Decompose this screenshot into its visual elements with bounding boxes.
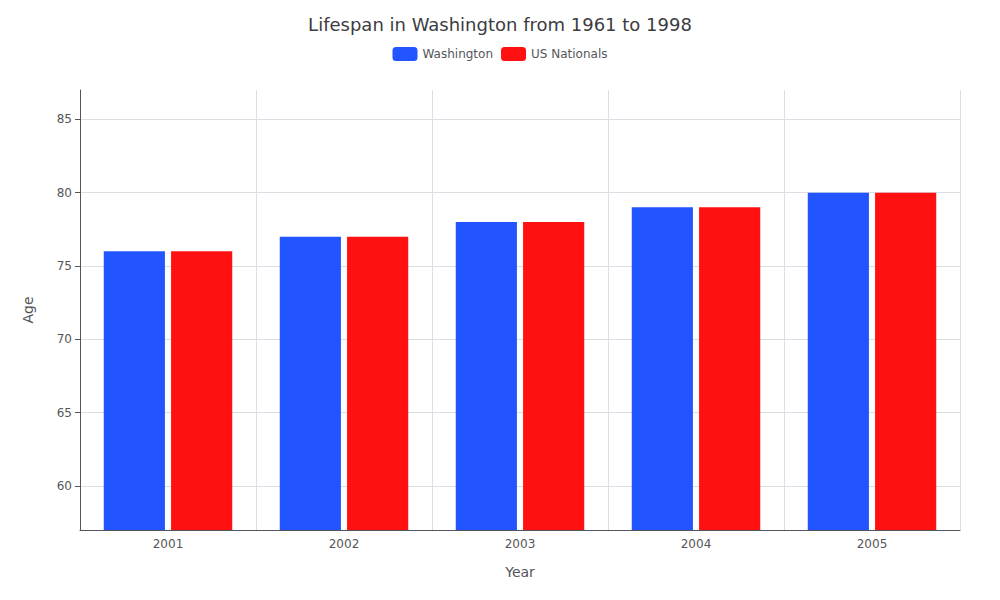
svg-text:80: 80 <box>57 186 72 200</box>
svg-text:60: 60 <box>57 479 72 493</box>
svg-text:Age: Age <box>20 296 36 323</box>
svg-text:Washington: Washington <box>423 47 494 61</box>
svg-text:85: 85 <box>57 112 72 126</box>
svg-text:2005: 2005 <box>857 537 888 551</box>
svg-text:Lifespan in Washington from 19: Lifespan in Washington from 1961 to 1998 <box>308 14 692 35</box>
svg-text:75: 75 <box>57 259 72 273</box>
svg-text:2002: 2002 <box>329 537 360 551</box>
svg-text:2001: 2001 <box>153 537 184 551</box>
svg-text:70: 70 <box>57 332 72 346</box>
svg-text:Year: Year <box>504 564 535 580</box>
svg-text:65: 65 <box>57 406 72 420</box>
svg-text:2003: 2003 <box>505 537 536 551</box>
svg-text:US Nationals: US Nationals <box>531 47 607 61</box>
svg-text:2004: 2004 <box>681 537 712 551</box>
